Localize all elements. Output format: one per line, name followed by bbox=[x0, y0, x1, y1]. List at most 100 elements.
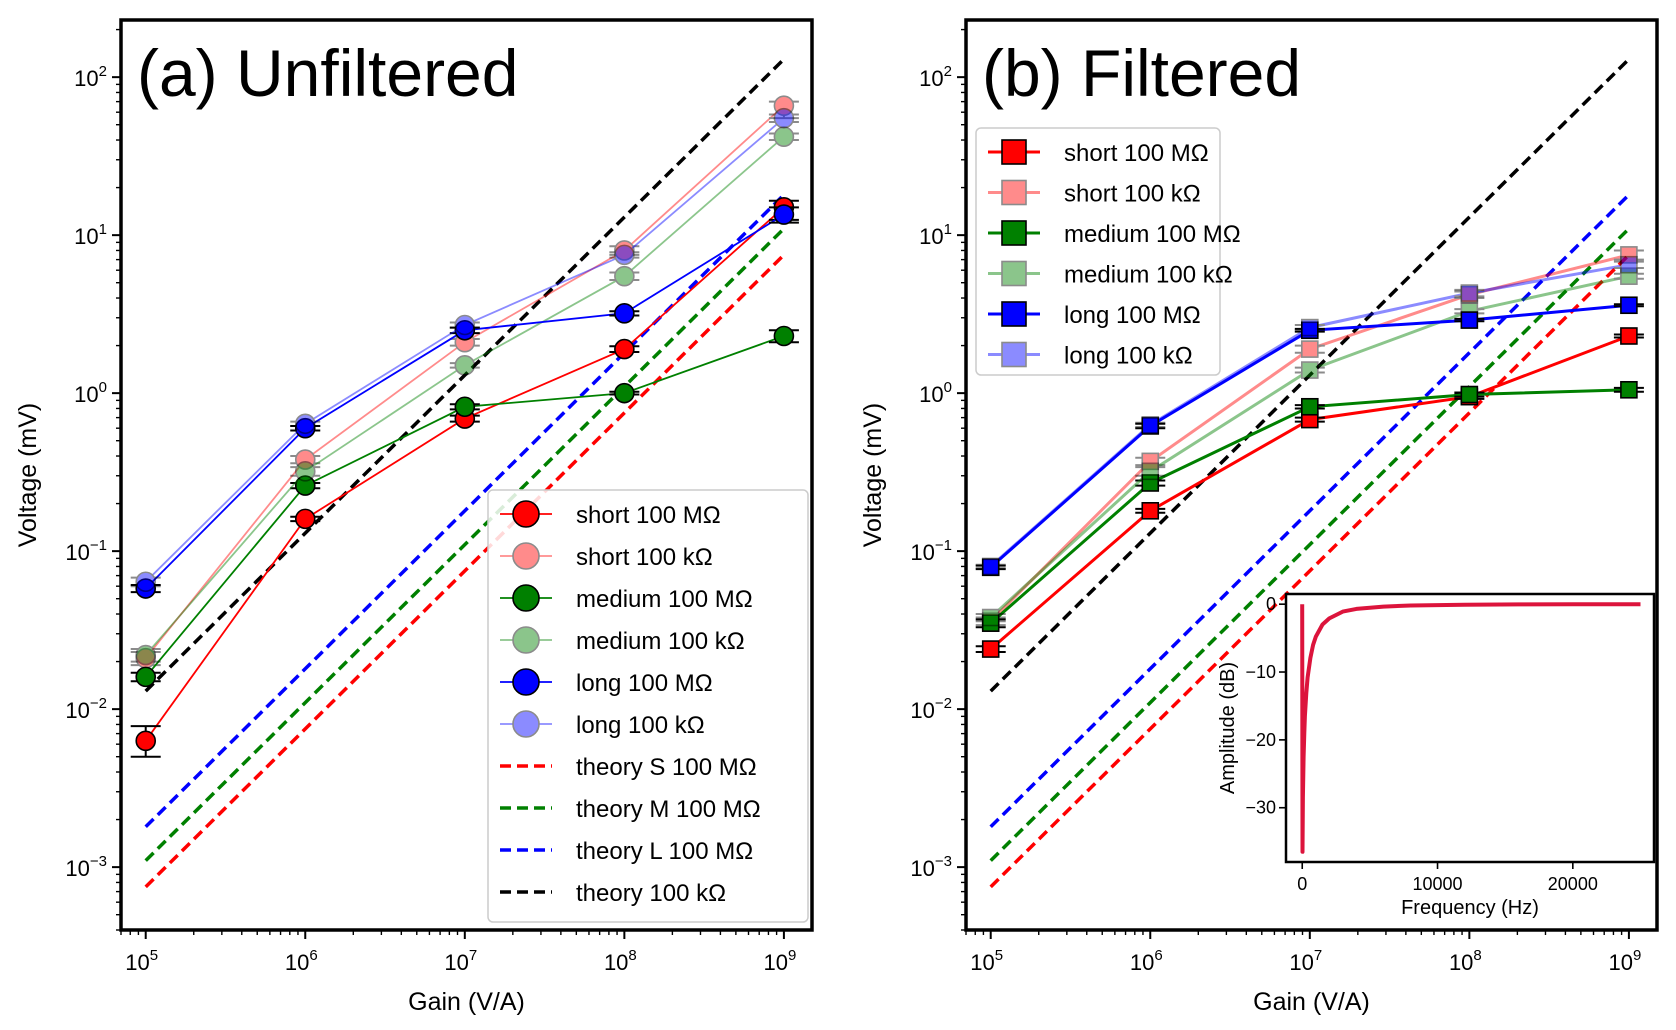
inset-response-line bbox=[1300, 602, 1641, 854]
panel-title: (a) Unfiltered bbox=[137, 36, 518, 110]
data-point bbox=[294, 508, 316, 530]
y-tick-base: 10 bbox=[65, 856, 89, 881]
x-tick-label: 109 bbox=[1608, 947, 1641, 975]
series-medium-100-m bbox=[130, 325, 799, 688]
data-point bbox=[454, 355, 476, 376]
series-long-100-m bbox=[130, 204, 799, 599]
data-point bbox=[614, 244, 635, 266]
series-line bbox=[145, 136, 785, 656]
inset-x-tick-label: 20000 bbox=[1548, 874, 1598, 894]
legend-label: long 100 kΩ bbox=[1064, 343, 1193, 370]
legend-label: theory M 100 MΩ bbox=[576, 796, 761, 823]
x-tick-label: 107 bbox=[1289, 947, 1322, 975]
y-tick-exponent: −2 bbox=[90, 695, 107, 712]
legend-item-short-100-m bbox=[500, 500, 552, 528]
series-medium-100-m bbox=[975, 380, 1644, 632]
data-point bbox=[981, 558, 1000, 577]
y-tick-base: 10 bbox=[919, 66, 943, 91]
series-line bbox=[989, 253, 1630, 623]
x-tick-label: 106 bbox=[285, 947, 318, 975]
series-long-100-k bbox=[130, 107, 799, 593]
theory-line-0 bbox=[989, 253, 1631, 889]
plot-area bbox=[130, 57, 799, 889]
x-tick-exponent: 9 bbox=[1633, 947, 1641, 964]
y-tick-base: 10 bbox=[919, 224, 943, 249]
y-tick-exponent: −1 bbox=[90, 537, 107, 554]
x-tick-label: 109 bbox=[763, 947, 796, 975]
legend-label: short 100 kΩ bbox=[576, 544, 713, 571]
series-line bbox=[145, 117, 785, 583]
data-point bbox=[1301, 397, 1319, 416]
data-point bbox=[454, 314, 476, 336]
legend-label: theory S 100 MΩ bbox=[576, 754, 757, 781]
theory-line-1 bbox=[144, 227, 786, 862]
x-tick-base: 10 bbox=[1289, 950, 1313, 975]
data-point bbox=[294, 461, 316, 482]
y-tick-label: 101 bbox=[919, 221, 952, 249]
x-tick-label: 105 bbox=[970, 947, 1003, 975]
data-point bbox=[773, 95, 795, 116]
plot-area bbox=[975, 57, 1644, 889]
x-tick-label: 106 bbox=[1130, 947, 1163, 975]
legend-label: short 100 MΩ bbox=[576, 502, 721, 529]
data-point bbox=[1620, 255, 1638, 274]
data-point bbox=[981, 557, 1000, 576]
data-point bbox=[1620, 380, 1638, 399]
series-medium-100-k bbox=[975, 267, 1644, 627]
data-point bbox=[1141, 474, 1160, 492]
data-point bbox=[294, 475, 316, 496]
data-point bbox=[1460, 311, 1479, 329]
y-tick-base: 10 bbox=[910, 856, 934, 881]
legend-label: short 100 kΩ bbox=[1064, 181, 1201, 208]
inset-y-tick-label: −20 bbox=[1245, 730, 1276, 750]
legend-marker bbox=[1001, 341, 1027, 368]
series-long-100-k bbox=[975, 255, 1644, 576]
data-point bbox=[1141, 462, 1160, 481]
x-tick-base: 10 bbox=[970, 950, 994, 975]
legend-box bbox=[487, 489, 809, 923]
legend-label: long 100 kΩ bbox=[576, 712, 705, 739]
data-point bbox=[614, 303, 635, 324]
data-point bbox=[1301, 340, 1319, 358]
y-tick-exponent: 1 bbox=[99, 221, 107, 238]
data-point bbox=[294, 417, 316, 439]
y-tick-label: 102 bbox=[74, 63, 107, 91]
y-tick-base: 10 bbox=[910, 540, 934, 565]
x-tick-label: 108 bbox=[1449, 947, 1482, 975]
x-tick-exponent: 6 bbox=[1154, 947, 1162, 964]
series-long-100-m bbox=[975, 296, 1644, 577]
y-tick-base: 10 bbox=[74, 382, 98, 407]
data-point bbox=[773, 107, 795, 129]
legend: short 100 MΩ short 100 kΩ medium 100 MΩ med… bbox=[487, 489, 809, 923]
data-point bbox=[614, 240, 635, 261]
series-line bbox=[989, 263, 1630, 568]
x-tick-label: 107 bbox=[444, 947, 477, 975]
x-tick-exponent: 5 bbox=[150, 947, 158, 964]
inset-y-axis-label: Amplitude (dB) bbox=[1217, 662, 1239, 794]
inset-x-tick-label: 10000 bbox=[1412, 874, 1462, 894]
x-tick-exponent: 5 bbox=[995, 947, 1003, 964]
inset-frame bbox=[1284, 592, 1656, 864]
y-tick-exponent: −3 bbox=[90, 853, 107, 870]
y-tick-exponent: 0 bbox=[99, 379, 107, 396]
data-point bbox=[1141, 502, 1160, 520]
y-tick-label: 100 bbox=[74, 379, 107, 407]
legend-label: medium 100 MΩ bbox=[576, 586, 753, 613]
y-tick-exponent: −3 bbox=[935, 853, 952, 870]
data-point bbox=[1301, 318, 1319, 337]
legend-item-long-100-k bbox=[988, 341, 1040, 368]
legend-marker bbox=[512, 500, 540, 528]
y-tick-base: 10 bbox=[65, 698, 89, 723]
theory-line-3 bbox=[989, 57, 1631, 693]
data-point bbox=[1460, 285, 1479, 304]
theory-line-2 bbox=[989, 193, 1631, 829]
y-tick-label: 100 bbox=[919, 379, 952, 407]
data-point bbox=[614, 382, 635, 404]
data-point bbox=[454, 319, 476, 341]
data-point bbox=[1460, 284, 1479, 302]
legend-label: theory L 100 MΩ bbox=[576, 838, 753, 865]
x-tick-exponent: 9 bbox=[788, 947, 796, 964]
legend-label: theory 100 kΩ bbox=[576, 880, 726, 907]
theory-line-1 bbox=[989, 227, 1631, 862]
y-tick-exponent: 2 bbox=[99, 63, 107, 80]
